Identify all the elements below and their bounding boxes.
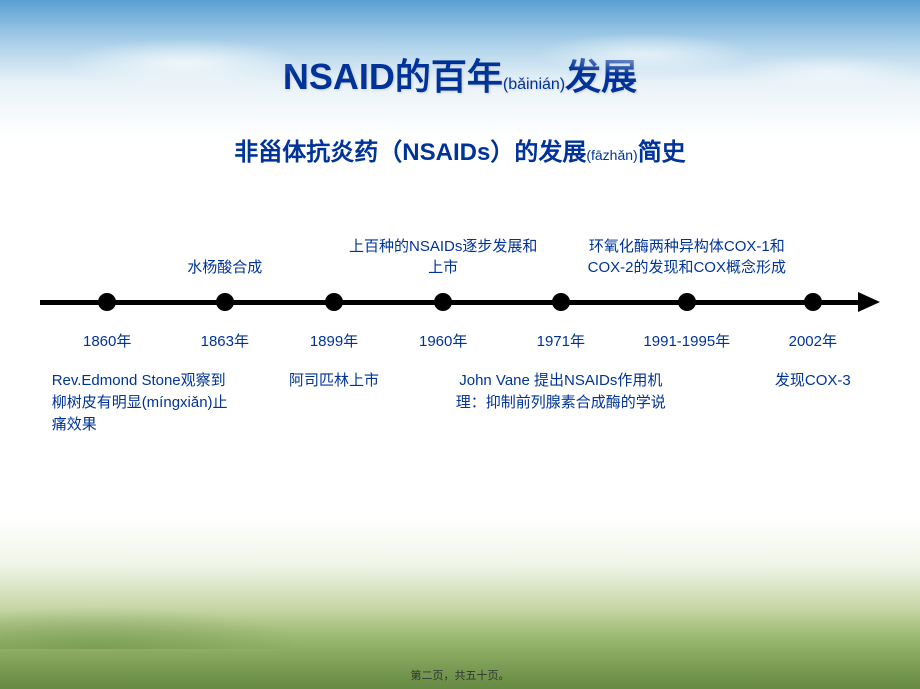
timeline-label-above: 上百种的NSAIDs逐步发展和上市 — [343, 236, 543, 278]
timeline-label-below: 阿司匹林上市 — [229, 370, 439, 392]
timeline-label-below: 发现COX-3 — [708, 370, 918, 392]
subtitle-suffix: 简史 — [638, 139, 686, 166]
timeline-dot — [325, 293, 343, 311]
timeline-year: 2002年 — [738, 330, 888, 351]
timeline-label-above: 环氧化酶两种异构体COX-1和COX-2的发现和COX概念形成 — [587, 236, 787, 278]
timeline-arrow-icon — [858, 292, 880, 312]
timeline: 1860年Rev.Edmond Stone观察到柳树皮有明显(míngxiǎn)… — [40, 300, 880, 306]
page-subtitle: 非甾体抗炎药（NSAIDs）的发展(fāzhǎn)简史 — [0, 132, 920, 167]
sky-decoration — [0, 0, 920, 90]
timeline-dot — [678, 293, 696, 311]
timeline-label-above: 水杨酸合成 — [125, 257, 325, 278]
subtitle-prefix: 非甾体抗炎药（NSAIDs）的发展 — [234, 139, 586, 166]
subtitle-pinyin: (fāzhǎn) — [586, 147, 637, 163]
timeline-label-below: Rev.Edmond Stone观察到柳树皮有明显(míngxiǎn)止痛效果 — [52, 370, 237, 435]
timeline-dot — [804, 293, 822, 311]
timeline-dot — [98, 293, 116, 311]
timeline-dot — [434, 293, 452, 311]
timeline-label-below: John Vane 提出NSAIDs作用机理：抑制前列腺素合成酶的学说 — [456, 370, 666, 414]
page-footer: 第二页，共五十页。 — [0, 667, 920, 683]
timeline-dot — [216, 293, 234, 311]
timeline-dot — [552, 293, 570, 311]
